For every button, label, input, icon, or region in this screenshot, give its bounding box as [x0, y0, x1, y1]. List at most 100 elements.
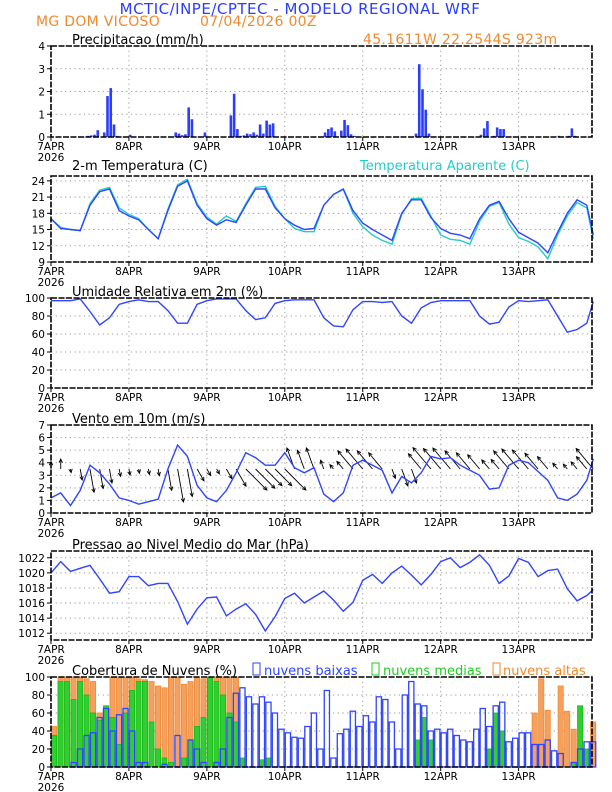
clouds-year-label: 2026 [38, 782, 65, 792]
cloud-mid-bar [122, 712, 129, 768]
pressure-xtick-label: 8APR [115, 644, 143, 656]
legend-mid-swatch [371, 662, 380, 676]
wind-title: Vento em 10m (m/s) [72, 412, 205, 427]
humidity-xtick-label: 11APR [346, 392, 380, 404]
cloud-low-bar [511, 737, 519, 768]
precip-bar [417, 64, 421, 137]
wind-arrow [467, 454, 480, 470]
apparent-temp-legend: Temperatura Aparente (C) [359, 159, 530, 174]
humidity-line [51, 298, 594, 334]
humidity-ytick-label: 80 [32, 311, 45, 323]
precip-bar [203, 132, 207, 137]
wind-arrowhead [286, 447, 291, 453]
wind-arrowhead [136, 469, 141, 475]
cloud-mid-bar [51, 735, 58, 768]
pressure-title: Pressao ao Nivel Medio do Mar (hPa) [72, 538, 309, 553]
cloud-mid-bar [57, 681, 64, 768]
cloud-high-bar [531, 712, 538, 768]
temp-title: 2-m Temperatura (C) [72, 159, 208, 174]
cloud-mid-bar [187, 739, 194, 768]
wind-arrow [408, 453, 422, 470]
cloud-mid-bar [109, 717, 116, 768]
wind-arrowhead [127, 471, 132, 477]
wind-arrowhead [493, 450, 498, 455]
cloud-low-bar [479, 707, 486, 768]
pressure-xtick-label: 11APR [346, 644, 380, 656]
cloud-low-bar [193, 748, 201, 768]
humidity-xtick-label: 8APR [115, 392, 143, 404]
wind-year-label: 2026 [38, 528, 65, 540]
cloud-high-bar [544, 709, 551, 768]
precip-bar [249, 134, 252, 137]
clouds-frame [50, 676, 593, 768]
precip-bar [252, 132, 255, 137]
wind-arrowhead [262, 486, 268, 491]
precip-bar [112, 124, 116, 137]
wind-arrow [570, 461, 578, 470]
wind-arrowhead [524, 452, 529, 458]
precip-ytick-label: 2 [38, 87, 45, 99]
wind-arrowhead [432, 447, 437, 453]
wind-arrowhead [168, 486, 174, 492]
wind-arrowhead [296, 449, 301, 455]
wind-arrowhead [146, 470, 151, 476]
precip-bar [327, 129, 330, 137]
wind-arrowhead [228, 474, 233, 480]
cloud-low-bar [401, 694, 409, 768]
wind-arrow [177, 468, 184, 503]
pressure-panel: 1012 1014 1016 1018 1020 1022 7APR 8APR 9APR 10AP… [18, 550, 594, 667]
cloud-mid-bar [414, 739, 421, 768]
cloud-low-bar [356, 725, 363, 768]
cloud-mid-bar [135, 681, 142, 768]
cloud-mid-bar [239, 757, 246, 768]
wind-arrowhead [336, 460, 341, 466]
clouds-xtick-label: 12APR [424, 771, 458, 783]
cloud-low-bar [343, 728, 350, 768]
cloud-mid-bar [116, 744, 123, 768]
humidity-xtick-label: 12APR [424, 392, 458, 404]
legend-low-label: nuvens baixas [264, 664, 358, 679]
precip-panel: 0 1 2 3 4 7APR 8APR 9APR 10APR 11APR 12APR 13APR 202… [37, 41, 593, 164]
wind-arrow [167, 468, 173, 491]
clouds-ytick-label: 20 [32, 744, 45, 756]
humidity-ytick-label: 0 [38, 383, 45, 395]
precip-bar [482, 128, 486, 137]
temp-apparent-line [50, 178, 594, 261]
cloud-mid-bar [200, 717, 207, 768]
humidity-frame [50, 297, 593, 389]
wind-arrowhead [207, 471, 212, 477]
wind-arrowhead [562, 463, 568, 469]
cloud-low-bar [492, 705, 499, 768]
precip-bar [424, 109, 428, 137]
wind-arrowhead [481, 459, 486, 464]
wind-arrowhead [189, 492, 194, 498]
precip-bar [229, 115, 233, 137]
temp-xtick-label: 10APR [268, 266, 302, 278]
wind-arrow [297, 450, 305, 470]
wind-line [50, 443, 594, 507]
precip-bar [427, 133, 431, 137]
wind-arrow [274, 468, 293, 486]
cloud-mid-bar [148, 721, 155, 768]
cloud-low-bar [434, 728, 441, 768]
cloud-high-bar [557, 685, 564, 768]
wind-arrow [157, 468, 160, 476]
precip-bar [323, 132, 327, 137]
precip-bar [232, 93, 236, 137]
cloud-low-bar [330, 757, 337, 768]
pressure-ytick-label: 1022 [18, 553, 45, 565]
wind-arrowhead [48, 460, 54, 466]
cloud-mid-bar [499, 730, 506, 768]
wind-arrowhead [490, 458, 495, 464]
temp-xtick-label: 11APR [346, 266, 380, 278]
precip-ytick-label: 3 [38, 64, 45, 76]
legend-low-swatch [252, 662, 261, 676]
clouds-ytick-label: 40 [32, 726, 45, 738]
precip-title: Precipitacao (mm/h) [72, 33, 204, 48]
precip-bar [177, 133, 181, 137]
wind-arrow [456, 452, 471, 470]
precip-bar [96, 130, 100, 137]
wind-arrow [118, 468, 121, 477]
